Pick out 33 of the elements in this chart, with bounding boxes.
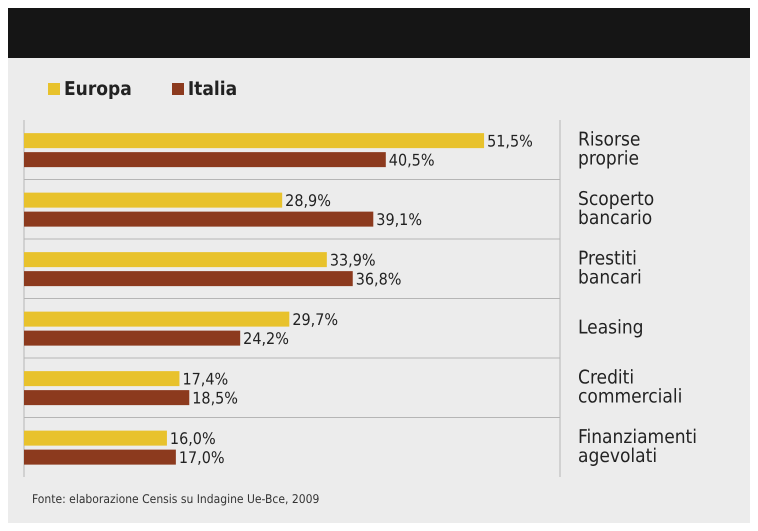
- data-label: 33,9%: [330, 250, 376, 270]
- y-tick-label: Prestiti bancari: [578, 247, 642, 288]
- data-label: 17,0%: [178, 448, 225, 467]
- bar: [24, 330, 240, 346]
- bar: [24, 192, 282, 208]
- source-note: Fonte: elaborazione Censis su Indagine Ue-Bce, 2009: [31, 491, 320, 506]
- data-label: 36,8%: [356, 269, 402, 288]
- bar: [24, 371, 180, 386]
- legend-label: Europa: [63, 78, 132, 100]
- bar: [24, 133, 484, 148]
- data-label: 18,5%: [192, 388, 238, 408]
- data-label: 39,1%: [376, 210, 422, 229]
- y-tick-label: Finanziamenti agevolati: [578, 426, 698, 467]
- bar: [24, 450, 176, 465]
- legend-label: Italia: [186, 78, 238, 100]
- bar: [24, 430, 167, 446]
- bar: [24, 152, 386, 168]
- data-label: 17,4%: [182, 369, 228, 388]
- bar: [24, 252, 327, 268]
- data-label: 29,7%: [292, 310, 338, 329]
- bar: [24, 390, 190, 406]
- y-tick-label: Scoperto bancario: [578, 188, 654, 229]
- y-tick-label: Leasing: [578, 316, 644, 338]
- bar: [24, 271, 353, 286]
- y-tick-label: Crediti commerciali: [578, 366, 682, 408]
- bar: [24, 212, 374, 227]
- data-label: 40,5%: [388, 150, 435, 170]
- data-label: 16,0%: [170, 428, 216, 448]
- data-label: 28,9%: [285, 190, 331, 210]
- data-label: 51,5%: [487, 131, 533, 150]
- bar: [24, 312, 290, 327]
- y-tick-label: Risorse proprie: [578, 128, 640, 170]
- data-label: 24,2%: [243, 328, 289, 348]
